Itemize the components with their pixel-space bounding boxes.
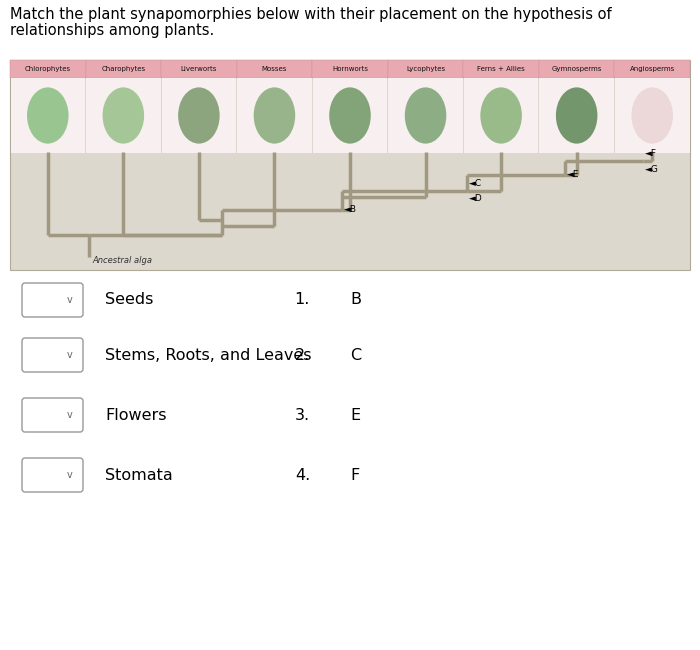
Bar	[85, 60, 161, 78]
Ellipse shape	[631, 87, 673, 144]
Text: 4.: 4.	[295, 467, 310, 482]
Text: v: v	[67, 470, 73, 480]
Text: Charophytes: Charophytes	[102, 66, 146, 72]
Bar	[10, 60, 85, 78]
FancyBboxPatch shape	[10, 60, 690, 270]
Bar	[463, 60, 539, 78]
Text: v: v	[67, 410, 73, 420]
Text: 1.: 1.	[295, 292, 310, 307]
Ellipse shape	[405, 87, 447, 144]
Text: Stems, Roots, and Leaves: Stems, Roots, and Leaves	[105, 348, 312, 363]
Ellipse shape	[556, 87, 597, 144]
Text: Hornworts: Hornworts	[332, 66, 368, 72]
Text: Lycophytes: Lycophytes	[406, 66, 445, 72]
Text: Stomata: Stomata	[105, 467, 173, 482]
Bar	[539, 60, 615, 78]
Text: ◄B: ◄B	[344, 205, 358, 214]
Text: Ancestral alga: Ancestral alga	[92, 256, 153, 265]
Bar	[162, 78, 236, 153]
Text: Flowers: Flowers	[105, 408, 167, 422]
Text: Match the plant synapomorphies below with their placement on the hypothesis of: Match the plant synapomorphies below wit…	[10, 7, 612, 22]
Text: Gymnosperms: Gymnosperms	[552, 66, 602, 72]
Ellipse shape	[178, 87, 220, 144]
Text: Chlorophytes: Chlorophytes	[25, 66, 71, 72]
Ellipse shape	[103, 87, 144, 144]
Text: ◄C: ◄C	[469, 179, 482, 188]
Text: B: B	[350, 292, 361, 307]
Ellipse shape	[480, 87, 522, 144]
FancyBboxPatch shape	[22, 338, 83, 372]
Text: Mosses: Mosses	[262, 66, 287, 72]
Bar	[615, 78, 690, 153]
Text: v: v	[67, 350, 73, 360]
Text: C: C	[350, 348, 361, 363]
Text: 2.: 2.	[295, 348, 310, 363]
Text: Ferns + Allies: Ferns + Allies	[477, 66, 525, 72]
Bar	[313, 78, 387, 153]
Bar	[388, 60, 463, 78]
Text: Seeds: Seeds	[105, 292, 153, 307]
Bar	[464, 78, 538, 153]
FancyBboxPatch shape	[22, 283, 83, 317]
Bar	[389, 78, 463, 153]
Text: 3.: 3.	[295, 408, 310, 422]
Text: ◄G: ◄G	[645, 164, 659, 174]
Text: Angiosperms: Angiosperms	[629, 66, 675, 72]
Text: ◄E: ◄E	[567, 170, 580, 179]
Text: ◄F: ◄F	[645, 149, 657, 158]
Text: F: F	[350, 467, 359, 482]
Bar	[237, 60, 312, 78]
Bar	[615, 60, 690, 78]
Bar	[10, 78, 85, 153]
Text: v: v	[67, 295, 73, 305]
Bar	[237, 78, 312, 153]
Bar	[86, 78, 160, 153]
FancyBboxPatch shape	[22, 458, 83, 492]
Text: relationships among plants.: relationships among plants.	[10, 23, 214, 38]
Ellipse shape	[253, 87, 295, 144]
Ellipse shape	[27, 87, 69, 144]
Ellipse shape	[329, 87, 371, 144]
Bar	[540, 78, 614, 153]
Bar	[161, 60, 237, 78]
Text: ◄D: ◄D	[469, 194, 483, 203]
Text: E: E	[350, 408, 360, 422]
Bar	[312, 60, 388, 78]
Text: Liverworts: Liverworts	[181, 66, 217, 72]
FancyBboxPatch shape	[22, 398, 83, 432]
